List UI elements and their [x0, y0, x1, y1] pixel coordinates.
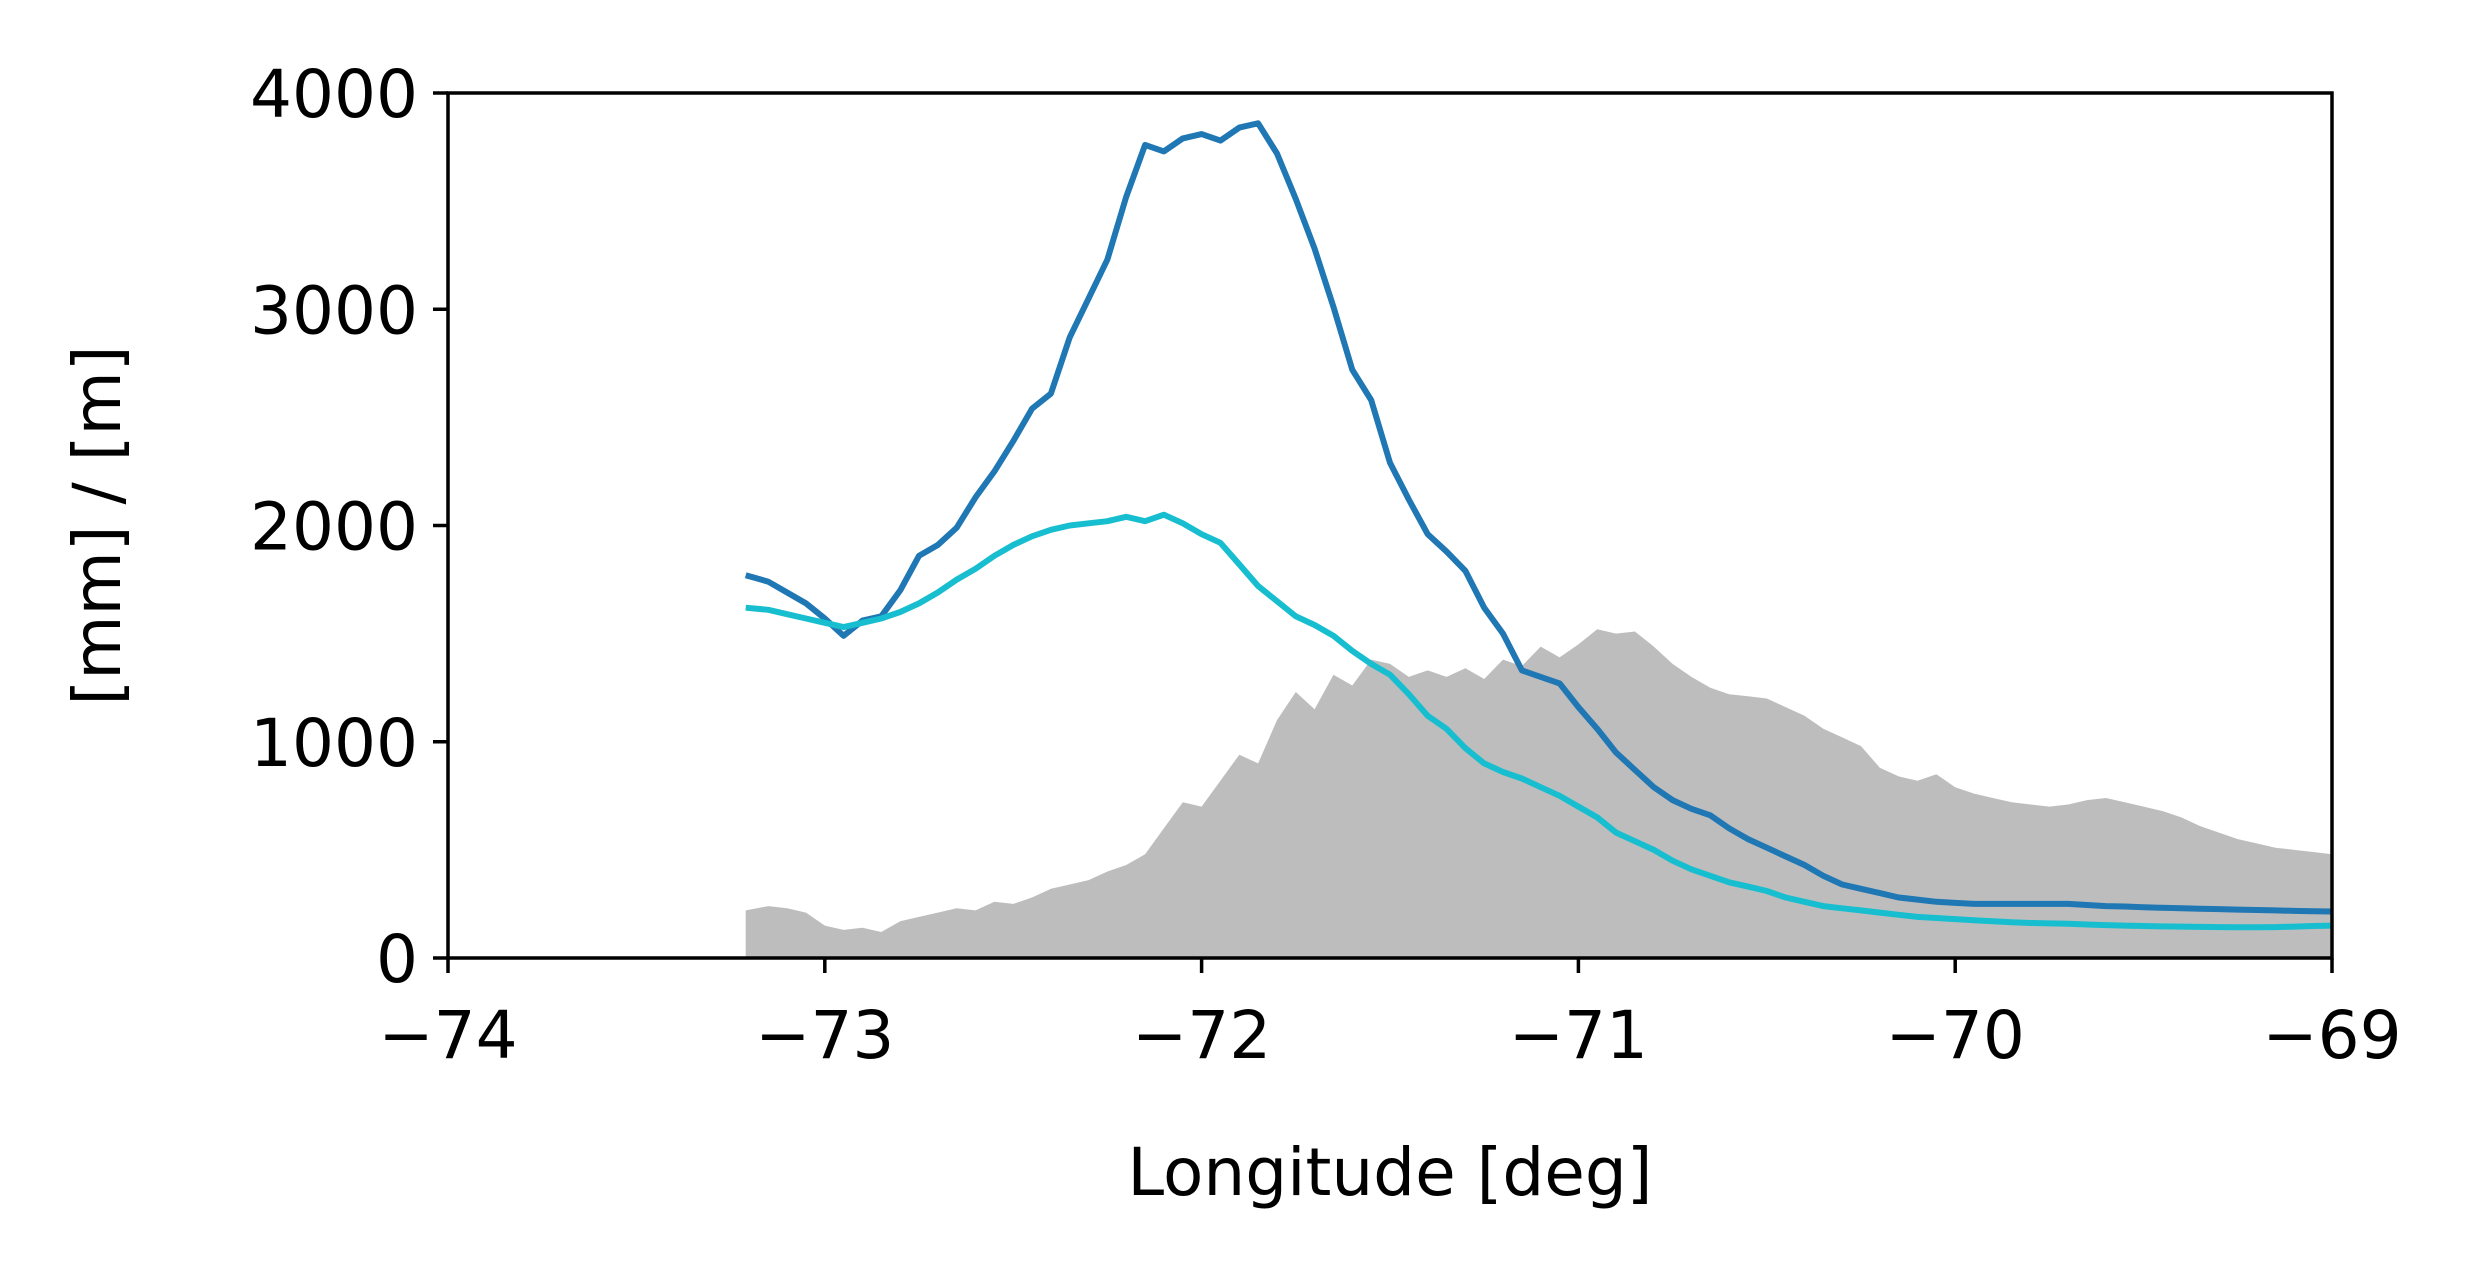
x-tick-label: −73: [755, 997, 894, 1074]
x-tick-label: −70: [1886, 997, 2025, 1074]
series-line-1: [744, 120, 2333, 915]
series-layer: [744, 120, 2333, 958]
y-tick-label: 2000: [250, 489, 418, 566]
terrain-area: [745, 629, 2333, 958]
y-tick-label: 0: [376, 921, 418, 998]
y-axis: 0 1000 2000 3000 4000: [250, 56, 448, 998]
plot-area: −74 −73 −72 −71 −70 −69 0 1000 2000 3000 4000: [250, 56, 2402, 1074]
x-axis-label: Longitude [deg]: [1127, 1134, 1652, 1211]
x-tick-label: −74: [378, 997, 517, 1074]
y-tick-label: 4000: [250, 56, 418, 133]
x-tick-label: −71: [1509, 997, 1648, 1074]
x-axis: −74 −73 −72 −71 −70 −69: [378, 958, 2402, 1074]
y-tick-label: 3000: [250, 272, 418, 349]
y-tick-label: 1000: [250, 705, 418, 782]
series-line-2: [745, 511, 2333, 931]
x-tick-label: −72: [1132, 997, 1271, 1074]
y-axis-label: [mm] / [m]: [59, 345, 136, 705]
x-tick-label: −69: [2262, 997, 2401, 1074]
